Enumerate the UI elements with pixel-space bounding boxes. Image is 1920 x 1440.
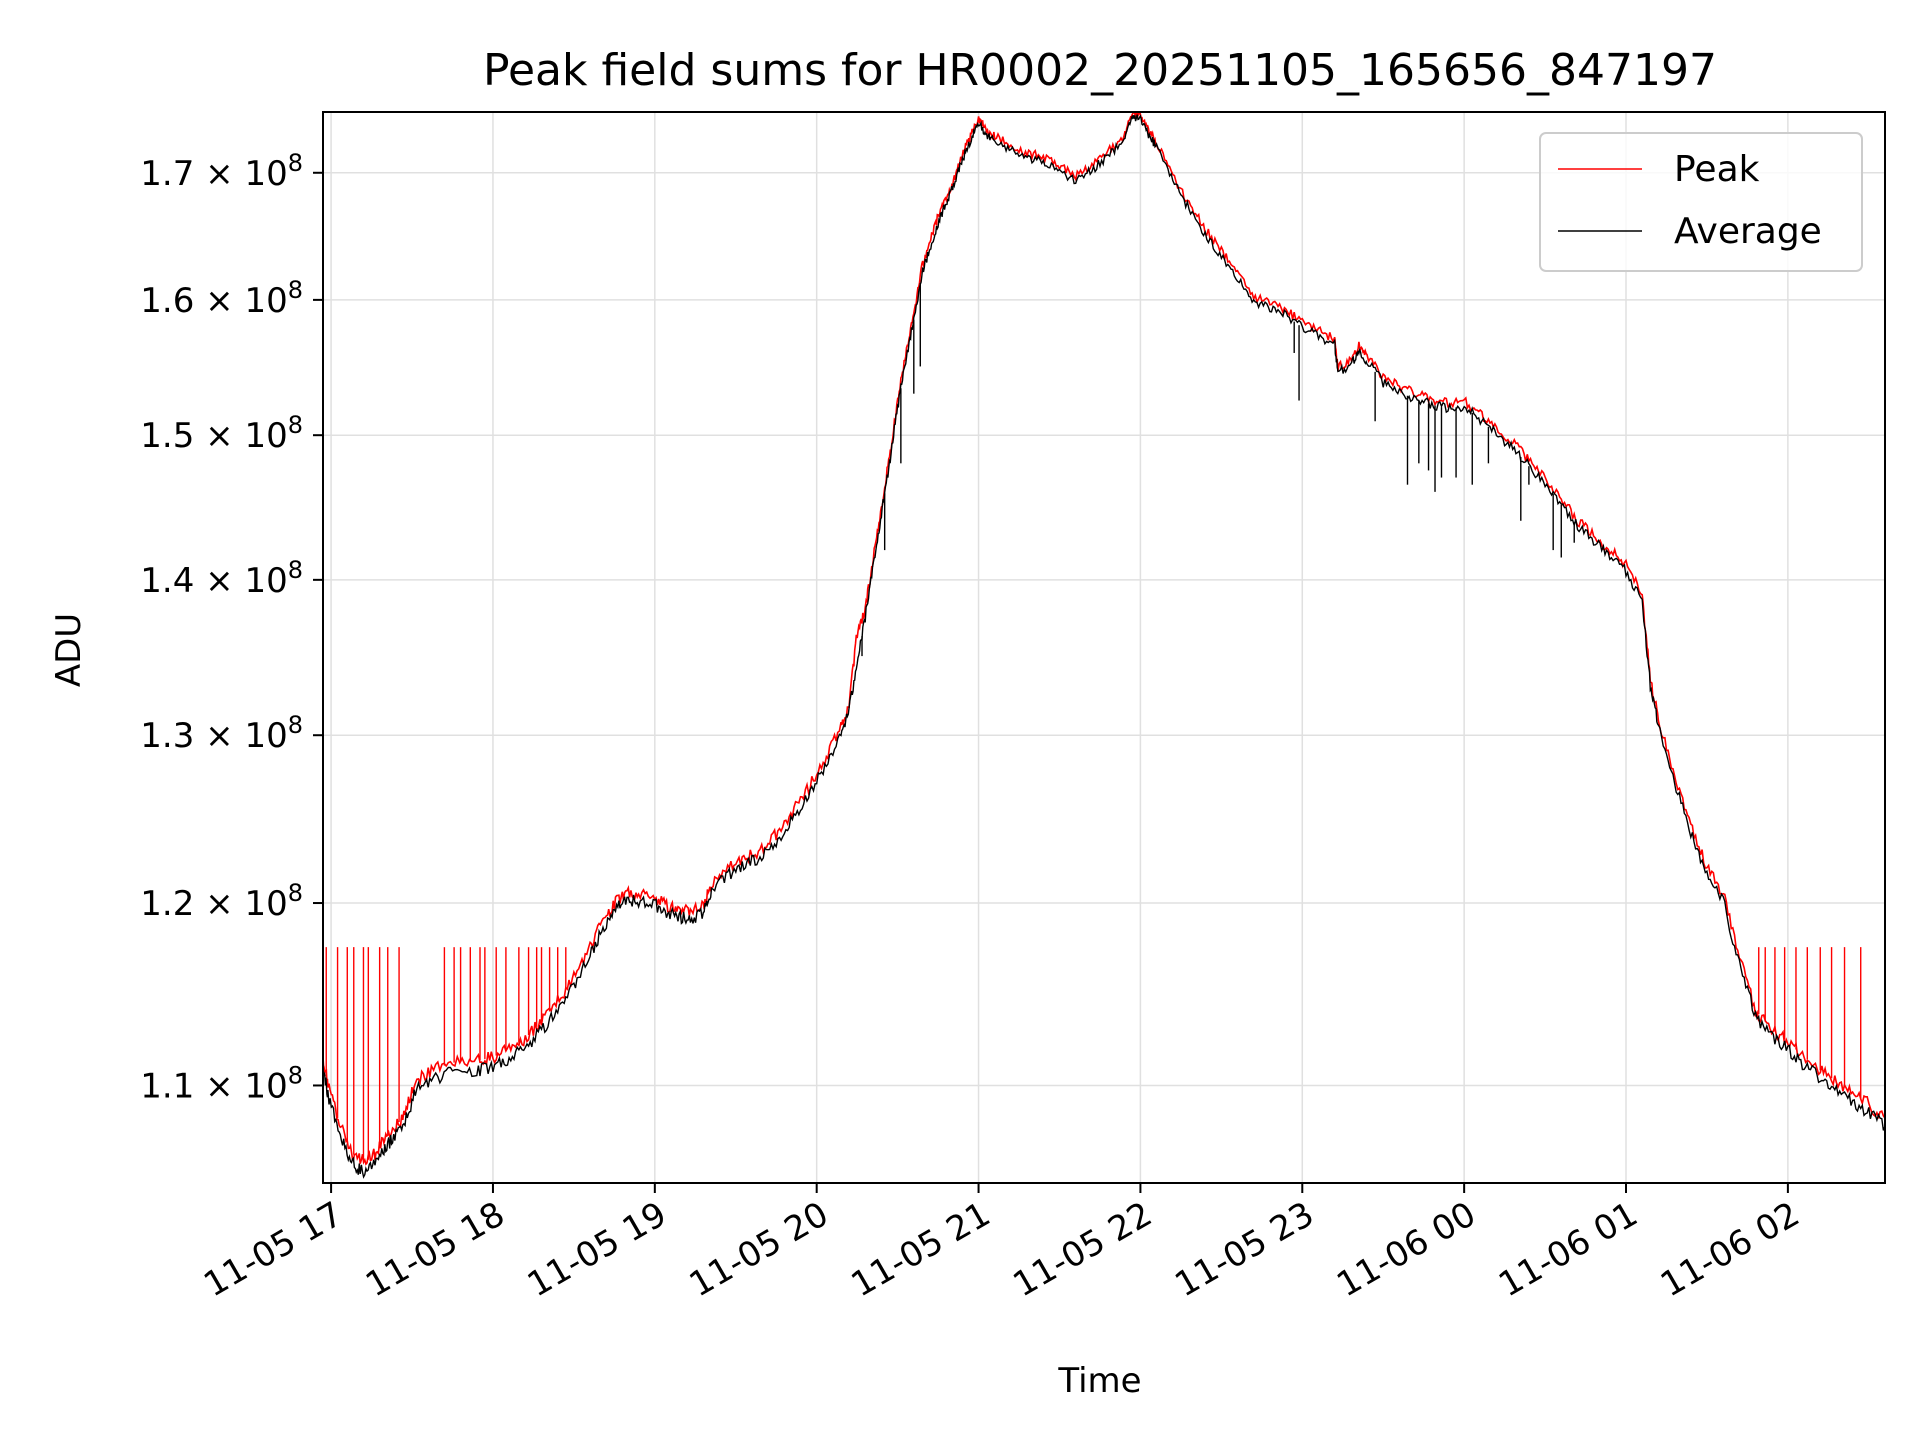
y-tick-label: 1.4 × 108 <box>140 556 303 601</box>
y-axis-title: ADU <box>49 613 89 687</box>
chart-title: Peak field sums for HR0002_20251105_1656… <box>483 45 1717 96</box>
y-tick-label: 1.6 × 108 <box>140 276 303 321</box>
y-tick-label: 1.2 × 108 <box>140 879 303 924</box>
y-tick-label: 1.5 × 108 <box>140 411 303 456</box>
y-tick-label: 1.7 × 108 <box>140 149 303 194</box>
series-layer <box>323 112 1885 1179</box>
legend: Peak Average <box>1539 132 1863 272</box>
plot-area-frame <box>322 111 1886 1184</box>
series-line-peak <box>323 112 1885 1166</box>
y-axis: 1.1 × 108 1.2 × 108 1.3 × 108 1.4 × 108 1.5 … <box>140 149 323 1106</box>
grid-lines <box>323 112 1885 1183</box>
y-tick-label: 1.1 × 108 <box>140 1061 303 1106</box>
x-axis-title: Time <box>1057 1361 1141 1401</box>
legend-label-average: Average <box>1674 211 1822 252</box>
series-line-average <box>323 114 1885 1179</box>
legend-box <box>1539 132 1863 272</box>
legend-label-peak: Peak <box>1674 149 1760 190</box>
y-tick-label: 1.3 × 108 <box>140 711 303 756</box>
